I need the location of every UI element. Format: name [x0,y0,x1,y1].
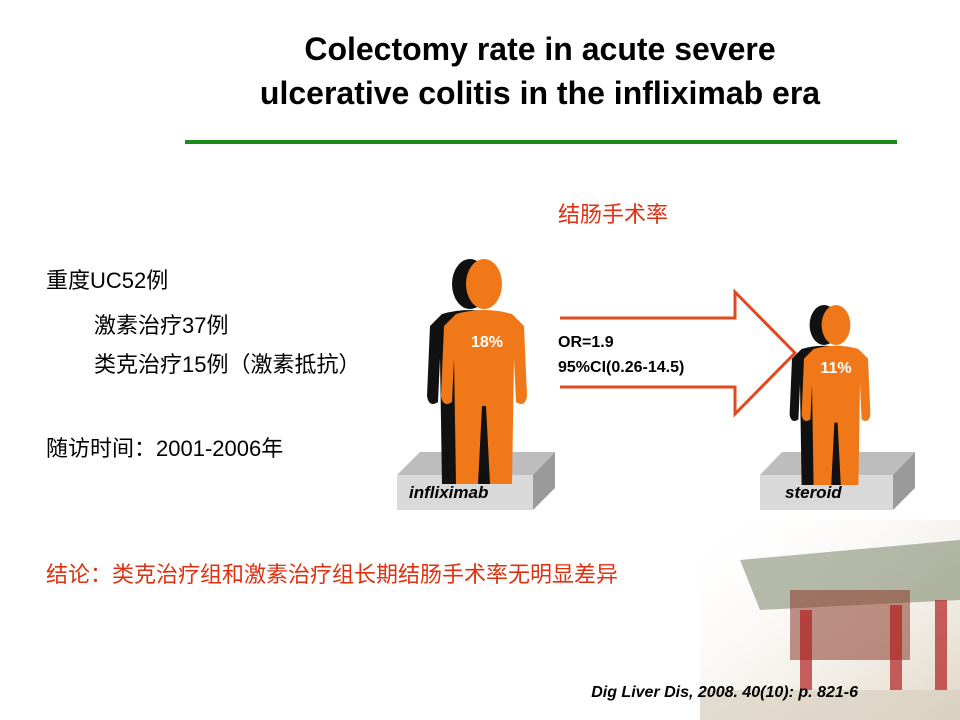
group-label: steroid [785,483,842,502]
bullet: 激素治疗37例 [94,313,228,338]
group-label: infliximab [409,483,488,502]
title-line: Colectomy rate in acute severe [304,31,775,67]
outcome-label: 结肠手术率 [558,202,668,227]
rate: 11% [820,360,851,377]
confidence-interval: 95%CI(0.26-14.5) [558,359,684,376]
background-photo [700,520,960,720]
bullet: 随访时间：2001-2006年 [46,436,283,461]
infliximab-group: 18% infliximab [397,259,555,510]
conclusion: 结论：类克治疗组和激素治疗组长期结肠手术率无明显差异 [46,562,618,587]
title-line: ulcerative colitis in the infliximab era [260,75,820,111]
bullet: 类克治疗15例（激素抵抗） [94,352,360,377]
odds-ratio: OR=1.9 [558,334,614,351]
bullet: 重度UC52例 [46,268,168,293]
arrow [560,288,798,418]
rate: 18% [471,334,503,351]
citation: Dig Liver Dis, 2008. 40(10): p. 821-6 [591,684,858,701]
steroid-group: 11% steroid [760,305,915,510]
